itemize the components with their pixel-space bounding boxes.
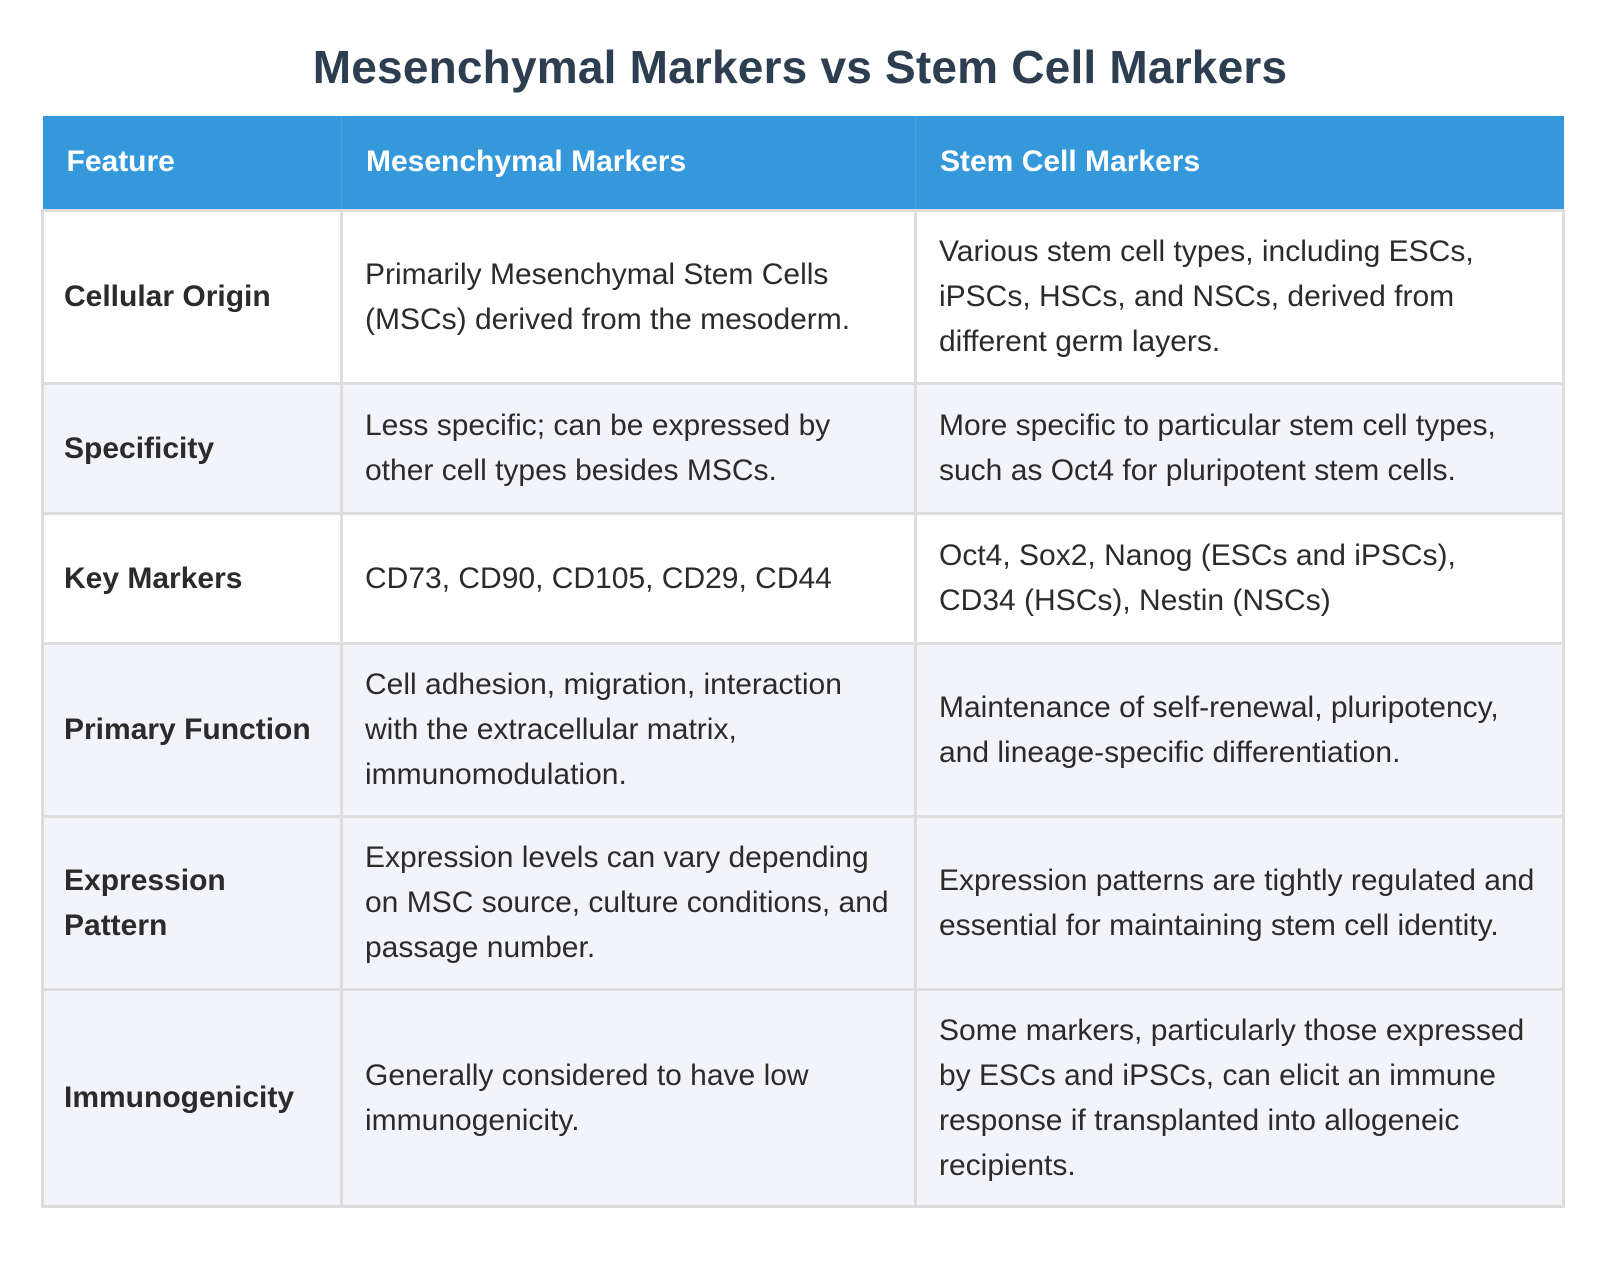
- table-row: Specificity Less specific; can be expres…: [41, 381, 1565, 515]
- comparison-table: Feature Mesenchymal Markers Stem Cell Ma…: [41, 116, 1565, 1208]
- table-row: Immunogenicity Generally considered to h…: [41, 987, 1565, 1208]
- feature-cell: Immunogenicity: [41, 987, 343, 1208]
- feature-cell: Expression Pattern: [41, 814, 343, 991]
- table-row: Primary Function Cell adhesion, migratio…: [41, 641, 1565, 818]
- mesenchymal-cell: Less specific; can be expressed by other…: [340, 381, 917, 515]
- stem-cell: Various stem cell types, including ESCs,…: [914, 208, 1565, 385]
- stem-cell: Maintenance of self-renewal, pluripotenc…: [914, 641, 1565, 818]
- feature-cell: Primary Function: [41, 641, 343, 818]
- mesenchymal-cell: Expression levels can vary depending on …: [340, 814, 917, 991]
- feature-cell: Specificity: [41, 381, 343, 515]
- feature-cell: Key Markers: [41, 511, 343, 645]
- stem-cell: Oct4, Sox2, Nanog (ESCs and iPSCs), CD34…: [914, 511, 1565, 645]
- mesenchymal-cell: CD73, CD90, CD105, CD29, CD44: [340, 511, 917, 645]
- mesenchymal-cell: Cell adhesion, migration, interaction wi…: [340, 641, 917, 818]
- table-row: Cellular Origin Primarily Mesenchymal St…: [41, 208, 1565, 385]
- table-row: Expression Pattern Expression levels can…: [41, 814, 1565, 991]
- table-body: Cellular Origin Primarily Mesenchymal St…: [41, 208, 1565, 1208]
- header-row: Feature Mesenchymal Markers Stem Cell Ma…: [42, 116, 1564, 210]
- feature-cell: Cellular Origin: [41, 208, 343, 385]
- table-row: Key Markers CD73, CD90, CD105, CD29, CD4…: [41, 511, 1565, 645]
- stem-cell: More specific to particular stem cell ty…: [914, 381, 1565, 515]
- stem-cell: Expression patterns are tightly regulate…: [914, 814, 1565, 991]
- header-stem-cell-markers: Stem Cell Markers: [915, 116, 1564, 210]
- stem-cell: Some markers, particularly those express…: [914, 987, 1565, 1208]
- page-title: Mesenchymal Markers vs Stem Cell Markers: [312, 41, 1288, 93]
- header-mesenchymal-markers: Mesenchymal Markers: [341, 116, 916, 210]
- mesenchymal-cell: Generally considered to have low immunog…: [340, 987, 917, 1208]
- table-header: Feature Mesenchymal Markers Stem Cell Ma…: [42, 116, 1564, 210]
- mesenchymal-cell: Primarily Mesenchymal Stem Cells (MSCs) …: [340, 208, 917, 385]
- header-feature: Feature: [42, 116, 342, 210]
